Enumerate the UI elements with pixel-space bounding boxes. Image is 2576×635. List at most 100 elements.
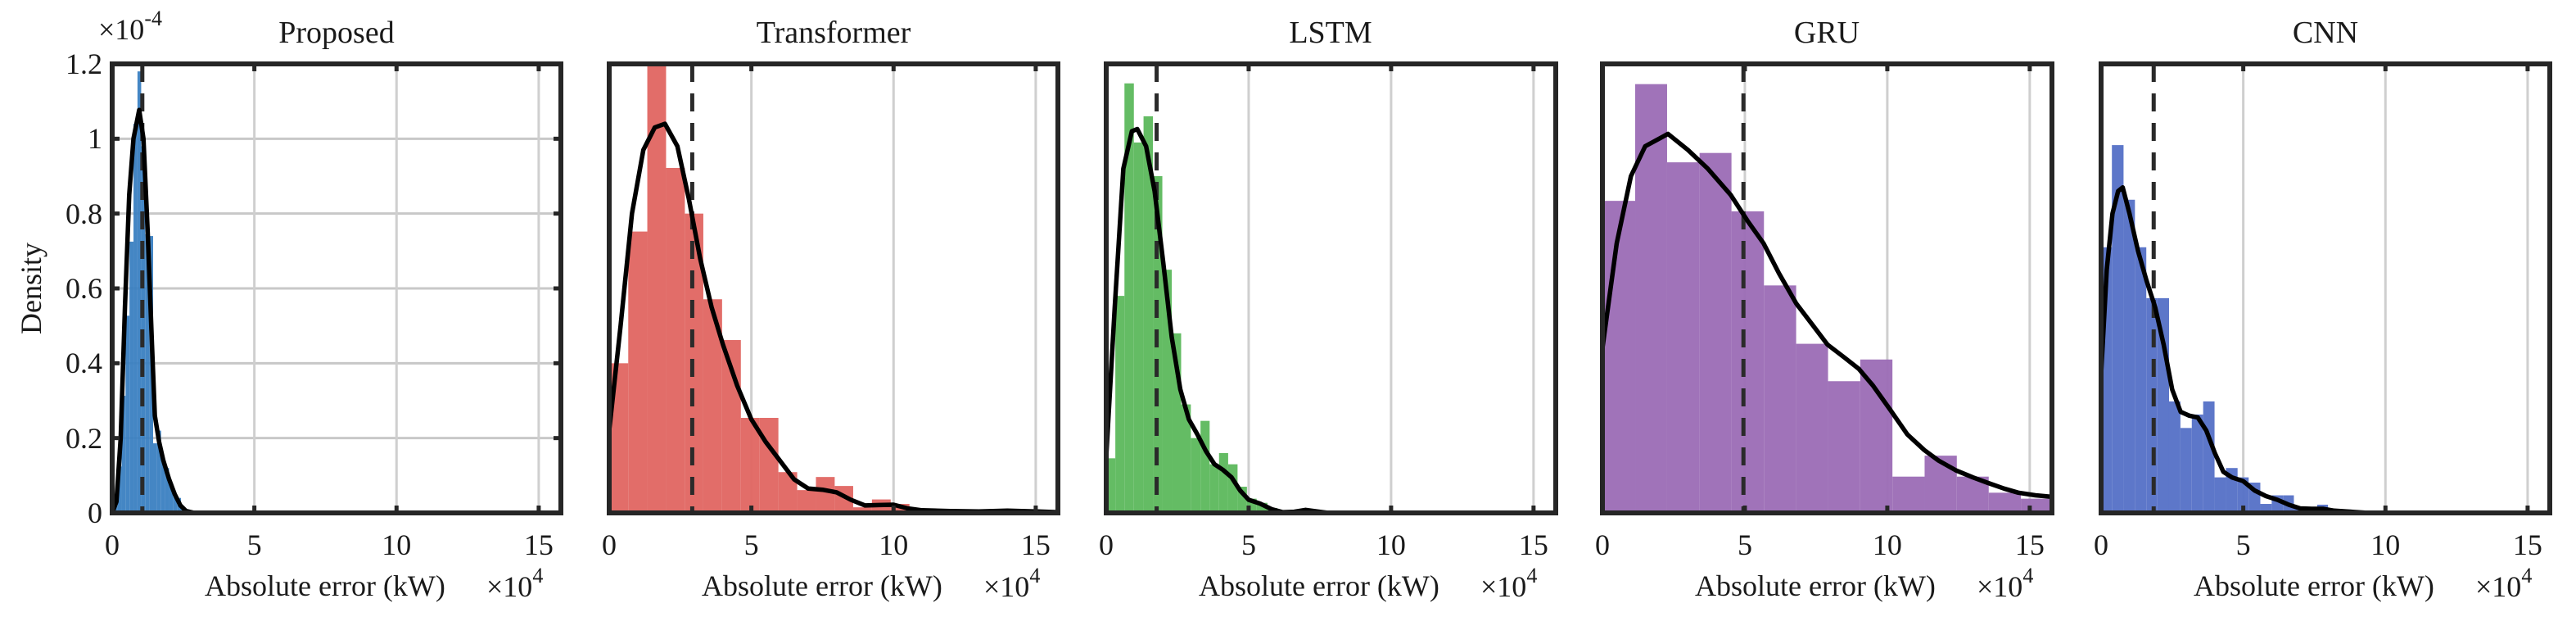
histogram-bar bbox=[1860, 359, 1893, 513]
histogram-bar bbox=[165, 468, 169, 513]
histogram-bar bbox=[2214, 477, 2226, 513]
histogram-bar bbox=[2123, 199, 2135, 513]
histogram-bar bbox=[2112, 145, 2124, 513]
tick-label-y: 0.4 bbox=[66, 347, 102, 380]
histogram-bar bbox=[816, 477, 835, 513]
histogram-bar bbox=[1106, 458, 1116, 513]
histogram-bar bbox=[797, 490, 816, 513]
x-axis-multiplier: ×104 bbox=[486, 564, 543, 604]
x-axis-multiplier: ×104 bbox=[1480, 564, 1538, 604]
tick-label-x: 0 bbox=[2094, 528, 2108, 561]
histogram-bar bbox=[121, 396, 126, 513]
histogram-bar bbox=[1828, 381, 1860, 513]
histogram-bar bbox=[1988, 492, 2022, 513]
tick-label-x: 15 bbox=[523, 528, 554, 561]
histogram-bar bbox=[2168, 401, 2181, 513]
histogram-bar bbox=[1209, 464, 1219, 513]
kde-curve bbox=[110, 107, 561, 515]
y-axis-multiplier: ×10-4 bbox=[98, 7, 162, 47]
histogram-bar bbox=[1143, 116, 1154, 513]
histogram-bar bbox=[1796, 343, 1828, 513]
histogram-bar bbox=[169, 483, 174, 513]
x-axis-multiplier: ×104 bbox=[983, 564, 1041, 604]
axes-frame bbox=[2099, 61, 2552, 515]
tick-label-x: 5 bbox=[1737, 528, 1752, 561]
tick-label-x: 5 bbox=[246, 528, 262, 561]
histogram-plot bbox=[607, 61, 1060, 515]
histogram-bar bbox=[2237, 477, 2249, 513]
tick-label-y: 0.2 bbox=[66, 421, 102, 455]
x-multiplier-exp: 4 bbox=[2022, 564, 2034, 587]
histogram-plot bbox=[1104, 61, 1558, 515]
histogram-bar bbox=[1635, 84, 1667, 513]
axes-frame bbox=[1104, 61, 1558, 515]
histogram-bar bbox=[160, 460, 165, 513]
histogram-bar bbox=[778, 472, 798, 513]
histogram-bar bbox=[125, 315, 130, 513]
histogram-bar bbox=[1602, 201, 1636, 513]
histogram-bar bbox=[2180, 428, 2192, 513]
x-axis-label: Absolute error (kW) bbox=[1695, 569, 1936, 602]
histogram-bar bbox=[1124, 83, 1134, 514]
histogram-bar bbox=[628, 231, 648, 513]
axes-frame bbox=[607, 61, 1060, 515]
kde-curve bbox=[2099, 184, 2550, 515]
histogram-bar bbox=[153, 443, 157, 513]
tick-label-x: 10 bbox=[1376, 528, 1406, 561]
histogram-bar bbox=[1162, 270, 1173, 513]
tick-label-y: 0.8 bbox=[66, 197, 102, 230]
histogram-bar bbox=[647, 64, 667, 513]
x-multiplier-base: ×10 bbox=[486, 570, 533, 603]
histogram-bar bbox=[1172, 333, 1182, 513]
x-multiplier-base: ×10 bbox=[1480, 570, 1527, 603]
histogram-bar bbox=[1181, 404, 1191, 513]
histogram-bar bbox=[1227, 464, 1238, 513]
histogram-bar bbox=[1200, 420, 1210, 513]
tick-label-x: 5 bbox=[2235, 528, 2251, 561]
histogram-bar bbox=[852, 507, 872, 513]
tick-label-x: 10 bbox=[879, 528, 909, 561]
panel-title: CNN bbox=[2292, 16, 2359, 50]
histogram-bar bbox=[137, 71, 142, 514]
panel-title: GRU bbox=[1793, 16, 1860, 50]
histogram-bar bbox=[1191, 438, 1201, 513]
tick-label-x: 10 bbox=[2370, 528, 2401, 561]
histogram-bar bbox=[1892, 476, 1925, 513]
histogram-bar bbox=[2203, 401, 2215, 513]
y-multiplier-base: ×10 bbox=[98, 13, 145, 46]
histogram-bar bbox=[2260, 504, 2272, 513]
x-axis-label: Absolute error (kW) bbox=[205, 569, 445, 602]
histogram-bar bbox=[133, 124, 138, 514]
axes-frame bbox=[1600, 61, 2054, 515]
tick-label-x: 5 bbox=[743, 528, 759, 561]
histogram-bar bbox=[1237, 487, 1247, 513]
histogram-plot bbox=[2099, 61, 2552, 515]
tick-label-y: 0 bbox=[88, 497, 102, 529]
histogram-bar bbox=[1133, 142, 1144, 513]
x-multiplier-base: ×10 bbox=[1977, 570, 2023, 603]
y-multiplier-exp: -4 bbox=[144, 7, 162, 30]
histogram-bar bbox=[1731, 211, 1765, 513]
tick-label-x: 5 bbox=[1241, 528, 1256, 561]
x-multiplier-exp: 4 bbox=[1526, 564, 1538, 587]
tick-label-x: 15 bbox=[2512, 528, 2542, 561]
panel-title: LSTM bbox=[1289, 16, 1372, 50]
tick-label-y: 0.6 bbox=[66, 272, 102, 305]
x-axis-multiplier: ×104 bbox=[2475, 564, 2532, 604]
tick-label-x: 0 bbox=[105, 528, 120, 561]
kde-curve bbox=[1600, 131, 2053, 500]
tick-label-x: 0 bbox=[1099, 528, 1114, 561]
histogram-bar bbox=[145, 234, 150, 513]
histogram-bar bbox=[1246, 498, 1257, 513]
x-multiplier-exp: 4 bbox=[1029, 564, 1041, 587]
histogram-bar bbox=[1218, 452, 1228, 513]
histogram-bar bbox=[1924, 456, 1957, 513]
histogram-bar bbox=[759, 418, 779, 513]
tick-label-x: 10 bbox=[1872, 528, 1902, 561]
x-axis-label: Absolute error (kW) bbox=[1199, 569, 1439, 602]
histogram-bar bbox=[666, 167, 685, 513]
x-axis-multiplier: ×104 bbox=[1977, 564, 2034, 604]
histogram-bar bbox=[740, 418, 760, 513]
x-axis-label: Absolute error (kW) bbox=[2194, 569, 2434, 602]
